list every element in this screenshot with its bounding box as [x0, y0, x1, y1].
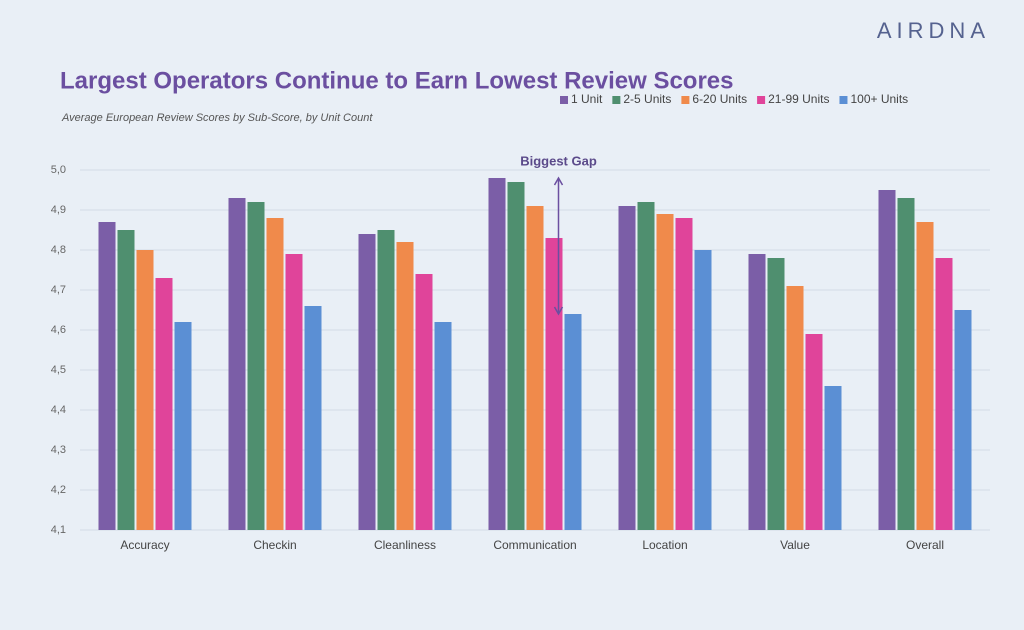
bar: [564, 314, 582, 530]
y-tick-label: 4,4: [51, 404, 66, 416]
chart-title: Largest Operators Continue to Earn Lowes…: [60, 67, 734, 94]
bar: [136, 250, 154, 530]
bar: [878, 190, 896, 530]
y-tick-label: 4,6: [51, 324, 66, 336]
bar: [396, 242, 414, 530]
bar: [304, 306, 322, 530]
bar: [434, 322, 452, 530]
x-tick-label: Value: [780, 538, 810, 552]
x-tick-label: Communication: [493, 538, 576, 552]
bar: [155, 278, 173, 530]
legend-swatch: [757, 96, 766, 104]
x-tick-label: Checkin: [253, 538, 296, 552]
bar: [897, 198, 915, 530]
bar: [545, 238, 563, 530]
legend-label: 1 Unit: [571, 92, 603, 106]
arrow-head: [553, 306, 564, 316]
arrow-head: [553, 176, 564, 186]
annotation: Biggest Gap: [520, 153, 597, 168]
bar: [247, 202, 265, 530]
legend-label: 21-99 Units: [768, 92, 829, 106]
bar: [916, 222, 934, 530]
bar: [637, 202, 655, 530]
bar: [675, 218, 693, 530]
legend-swatch: [839, 96, 848, 104]
bar: [526, 206, 544, 530]
bar: [694, 250, 712, 530]
x-tick-label: Overall: [906, 538, 944, 552]
bar: [415, 274, 433, 530]
bar: [805, 334, 823, 530]
x-tick-label: Cleanliness: [374, 538, 436, 552]
bar: [656, 214, 674, 530]
y-tick-label: 4,9: [51, 204, 66, 216]
x-tick-label: Location: [642, 538, 687, 552]
bar: [117, 230, 135, 530]
bar: [507, 182, 525, 530]
legend-label: 2-5 Units: [623, 92, 671, 106]
y-tick-label: 4,2: [51, 484, 66, 496]
bar: [174, 322, 192, 530]
bar: [954, 310, 972, 530]
bar: [767, 258, 785, 530]
bar: [618, 206, 636, 530]
bar: [748, 254, 766, 530]
y-tick-label: 4,3: [51, 444, 66, 456]
legend-label: 100+ Units: [850, 92, 908, 106]
bar: [98, 222, 116, 530]
bar: [266, 218, 284, 530]
legend-swatch: [560, 96, 568, 104]
y-tick-label: 4,5: [51, 364, 66, 376]
y-tick-label: 4,7: [51, 284, 66, 296]
x-tick-label: Accuracy: [120, 538, 169, 552]
y-tick-label: 5,0: [51, 164, 66, 176]
y-tick-label: 4,1: [51, 524, 66, 536]
bar: [377, 230, 395, 530]
legend-label: 6-20 Units: [692, 92, 747, 106]
legend-swatch: [681, 96, 690, 104]
bar: [285, 254, 303, 530]
legend-swatch: [612, 96, 621, 104]
y-tick-label: 4,8: [51, 244, 66, 256]
bar: [228, 198, 246, 530]
bar: [935, 258, 953, 530]
bar: [824, 386, 842, 530]
bar: [358, 234, 376, 530]
bar: [488, 178, 506, 530]
bar: [786, 286, 804, 530]
brand-logo: AIRDNA: [877, 18, 990, 43]
chart-subtitle: Average European Review Scores by Sub-Sc…: [61, 112, 373, 124]
